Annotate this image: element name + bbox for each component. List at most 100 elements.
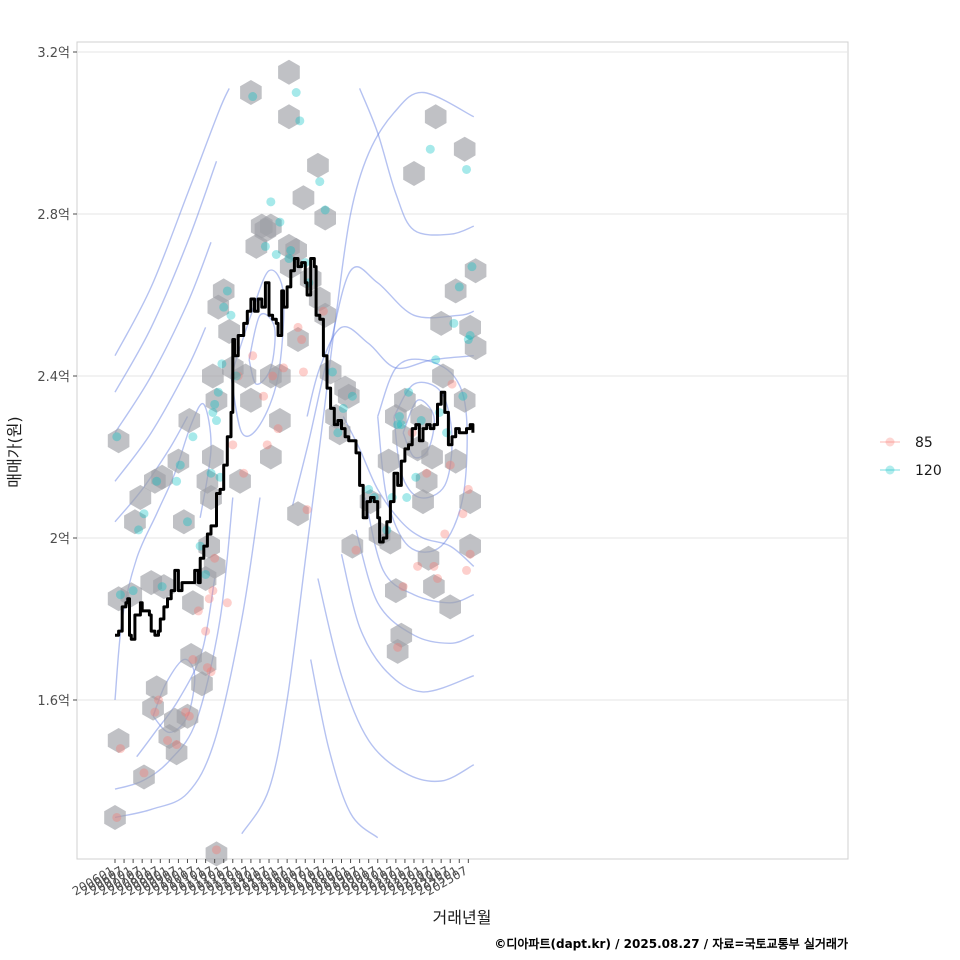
point-85	[139, 768, 149, 778]
x-axis-ticks: 2006012006072007012007072008012008072009…	[70, 859, 470, 899]
contour-line	[248, 312, 276, 385]
hexbin-cell	[194, 651, 217, 677]
hexbin-cell	[287, 327, 309, 352]
point-85	[398, 582, 408, 592]
hexbin-cell	[151, 464, 173, 490]
hexbin-cell	[287, 501, 309, 527]
point-120	[152, 476, 162, 486]
point-85	[210, 553, 220, 563]
hexbin-cell	[124, 509, 146, 535]
contour-line	[342, 416, 475, 567]
point-120	[291, 88, 301, 97]
point-120	[275, 217, 285, 227]
point-120	[115, 590, 125, 600]
point-85	[150, 707, 160, 717]
point-120	[134, 525, 144, 535]
hexbin-cell	[176, 703, 199, 729]
y-tick-label: 2.4억	[37, 370, 70, 385]
point-85	[440, 529, 450, 539]
contour-line	[241, 91, 475, 835]
hexbin-cell	[107, 428, 130, 454]
y-tick-label: 1.6억	[37, 694, 70, 709]
point-120	[320, 205, 330, 215]
hexbin-cell	[459, 533, 481, 559]
point-120	[411, 472, 421, 482]
point-85	[297, 335, 307, 345]
point-85	[273, 424, 283, 434]
point-85	[206, 667, 216, 677]
point-85	[228, 440, 238, 450]
points-120-layer	[112, 88, 477, 600]
point-120	[449, 318, 459, 328]
x-axis-title: 거래년월	[433, 908, 492, 927]
point-120	[465, 331, 475, 340]
point-120	[271, 250, 281, 259]
point-120	[226, 310, 236, 320]
y-axis-ticks: 1.6억 2억 2.4억 2.8억 3.2억	[37, 46, 77, 709]
point-85	[463, 484, 473, 494]
point-120	[112, 432, 122, 442]
point-85	[262, 440, 272, 450]
point-85	[193, 606, 203, 616]
point-120	[416, 416, 426, 426]
contour-line	[291, 266, 475, 506]
hexbin-cell	[415, 468, 438, 494]
hexbin-cell	[218, 319, 240, 344]
hexbin-cell	[307, 152, 329, 178]
point-120	[210, 399, 220, 409]
hexbin-cell	[145, 675, 168, 701]
hexbin-cell	[412, 489, 434, 515]
hexbin-cell	[260, 213, 282, 239]
point-120	[338, 403, 348, 413]
point-120	[333, 428, 343, 438]
hexbin-cell	[212, 278, 235, 304]
point-120	[295, 116, 305, 126]
hexbin-cell	[165, 740, 188, 766]
hexbin-cell	[167, 448, 190, 474]
hexbin-cell	[453, 136, 476, 162]
hexbin-cell	[269, 408, 291, 433]
hexbin-cell	[432, 363, 454, 389]
point-85	[233, 371, 243, 381]
contour-line	[136, 578, 216, 758]
point-120	[217, 359, 227, 369]
point-85	[115, 744, 125, 754]
hexbin-cell	[464, 335, 487, 361]
point-120	[208, 407, 218, 417]
point-120	[222, 286, 232, 296]
hexbin-cell	[229, 468, 251, 494]
hexbin-cell	[314, 205, 336, 231]
point-85	[259, 391, 269, 401]
contour-line	[317, 578, 475, 783]
point-120	[467, 262, 477, 272]
trend-line	[115, 257, 475, 641]
point-120	[463, 335, 473, 345]
legend-item-120: 120	[880, 463, 942, 479]
hexbin-cell	[269, 363, 291, 389]
hexbin-cell	[104, 805, 126, 830]
legend-label-120: 120	[915, 463, 942, 479]
point-120	[454, 282, 464, 292]
point-120	[248, 92, 258, 102]
point-120	[402, 493, 412, 502]
point-85	[293, 322, 303, 332]
hexbin-cell	[417, 545, 440, 571]
hexbin-cell	[292, 185, 315, 211]
point-85	[433, 574, 443, 583]
point-85	[393, 642, 403, 652]
point-120	[211, 416, 221, 426]
hexbin-layer	[104, 59, 487, 867]
point-120	[394, 412, 404, 421]
point-85	[222, 598, 232, 608]
hexbin-cell	[202, 444, 224, 470]
hexbin-cell	[410, 404, 433, 429]
y-tick-label: 3.2억	[37, 46, 70, 61]
hexbin-cell	[278, 59, 300, 85]
y-axis-title: 매매가(원)	[5, 416, 24, 487]
hexbin-cell	[107, 728, 130, 753]
point-120	[425, 144, 435, 154]
hexbin-cell	[403, 161, 425, 186]
hexbin-cell	[421, 444, 443, 470]
contour-line	[114, 327, 207, 482]
